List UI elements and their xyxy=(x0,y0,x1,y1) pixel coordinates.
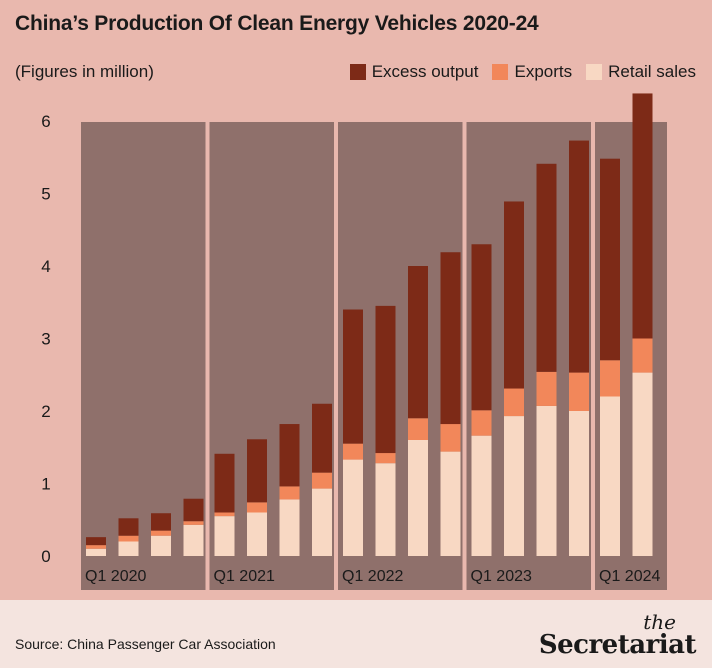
bar-retail-sales xyxy=(118,541,139,556)
bar-retail-sales xyxy=(86,548,106,556)
bar-retail-sales xyxy=(343,459,363,556)
bar-excess-output xyxy=(440,252,461,425)
y-tick-label: 4 xyxy=(41,257,50,276)
legend-item-exports: Exports xyxy=(492,62,572,82)
bar-excess-output xyxy=(247,439,267,503)
bar-exports xyxy=(600,360,620,397)
bar-retail-sales xyxy=(440,451,461,556)
source-note: Source: China Passenger Car Association xyxy=(15,636,276,652)
bar-exports xyxy=(632,338,653,373)
x-group-label: Q1 2024 xyxy=(599,568,660,585)
chart-legend: Excess output Exports Retail sales xyxy=(349,62,696,82)
footer: Source: China Passenger Car Association … xyxy=(0,600,712,668)
bar-excess-output xyxy=(118,518,139,536)
group-label-band xyxy=(595,556,667,590)
bar-exports xyxy=(569,372,589,411)
bar-retail-sales xyxy=(408,440,428,556)
bar-retail-sales xyxy=(247,512,267,556)
brand-the: the xyxy=(643,610,676,634)
x-group-label: Q1 2021 xyxy=(214,568,275,585)
bar-exports xyxy=(151,530,171,536)
legend-label-retail-sales: Retail sales xyxy=(608,62,696,81)
bar-excess-output xyxy=(279,424,300,487)
bar-exports xyxy=(408,418,428,440)
bar-exports xyxy=(214,512,235,517)
bar-excess-output xyxy=(375,305,396,454)
bar-exports xyxy=(247,502,267,513)
bar-excess-output xyxy=(343,309,363,444)
legend-item-retail-sales: Retail sales xyxy=(586,62,696,82)
x-group-label: Q1 2023 xyxy=(471,568,532,585)
y-tick-label: 5 xyxy=(41,185,50,204)
bar-excess-output xyxy=(86,537,106,546)
group-panel xyxy=(81,122,206,556)
bar-retail-sales xyxy=(312,488,332,556)
bar-exports xyxy=(343,443,363,460)
bar-retail-sales xyxy=(471,435,492,556)
y-tick-label: 3 xyxy=(41,330,50,349)
bar-excess-output xyxy=(408,266,428,419)
bar-exports xyxy=(471,410,492,436)
bar-retail-sales xyxy=(600,396,620,556)
chart-title: China’s Production Of Clean Energy Vehic… xyxy=(15,12,539,35)
bar-exports xyxy=(312,472,332,489)
bar-exports xyxy=(279,486,300,500)
group-label-band xyxy=(81,556,206,590)
bar-exports xyxy=(183,521,204,525)
bar-retail-sales xyxy=(214,516,235,556)
legend-item-excess-output: Excess output xyxy=(349,62,479,82)
bar-retail-sales xyxy=(375,463,396,556)
bar-excess-output xyxy=(600,158,620,361)
bar-excess-output xyxy=(504,201,524,389)
bar-retail-sales xyxy=(183,524,204,556)
bar-retail-sales xyxy=(569,411,589,556)
group-label-band xyxy=(338,556,463,590)
group-label-band xyxy=(466,556,591,590)
bar-exports xyxy=(375,453,396,464)
legend-swatch-retail-sales xyxy=(586,64,603,80)
legend-swatch-excess-output xyxy=(349,64,366,80)
bar-retail-sales xyxy=(536,405,557,556)
legend-label-excess-output: Excess output xyxy=(371,62,479,81)
bar-exports xyxy=(86,545,106,549)
y-tick-label: 1 xyxy=(41,475,50,494)
bar-exports xyxy=(118,535,139,542)
bar-exports xyxy=(440,424,461,452)
group-label-band xyxy=(209,556,334,590)
brand-logo: the Secretariat xyxy=(538,610,697,660)
legend-swatch-exports xyxy=(492,64,509,80)
bar-exports xyxy=(504,388,524,417)
bar-excess-output xyxy=(569,140,589,373)
bar-excess-output xyxy=(183,498,204,522)
legend-label-exports: Exports xyxy=(514,62,573,81)
bar-retail-sales xyxy=(632,372,653,556)
x-group-label: Q1 2020 xyxy=(85,568,146,585)
bar-retail-sales xyxy=(504,416,524,556)
x-group-label: Q1 2022 xyxy=(342,568,403,585)
chart-subtitle: (Figures in million) xyxy=(15,62,154,81)
stacked-bar-chart: 0 1 2 3 4 5 6 Q1 2020 Q1 2021 Q1 2022 Q1 2023 Q1 20… xyxy=(41,93,667,590)
bar-retail-sales xyxy=(279,499,300,556)
y-tick-label: 2 xyxy=(41,402,50,421)
bar-excess-output xyxy=(151,513,171,531)
bar-excess-output xyxy=(214,453,235,513)
brand-name: Secretariat xyxy=(538,630,697,660)
bar-excess-output xyxy=(312,403,332,473)
bar-retail-sales xyxy=(151,535,171,556)
bar-excess-output xyxy=(471,244,492,411)
bar-exports xyxy=(536,371,557,406)
y-tick-label: 0 xyxy=(41,547,50,566)
bar-excess-output xyxy=(632,93,653,339)
y-tick-label: 6 xyxy=(41,112,50,131)
bar-excess-output xyxy=(536,163,557,372)
